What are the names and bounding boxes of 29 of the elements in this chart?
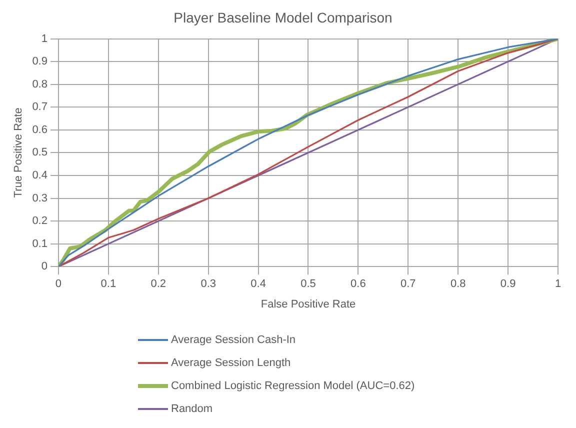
x-tick-label: 0.7 [400,278,416,290]
x-tick-label: 0.5 [300,278,316,290]
y-tick-label: 0 [41,260,48,273]
x-axis-title: False Positive Rate [260,298,356,310]
y-tick-label: 1 [41,32,48,45]
x-tick-label: 0.4 [250,278,266,290]
x-tick-label: 0.8 [450,278,466,290]
legend-label: Average Session Length [171,356,291,368]
x-tick-label: 0.1 [100,278,116,290]
legend-label: Average Session Cash-In [171,334,296,346]
y-tick-label: 0.3 [32,192,48,204]
y-tick-label: 0.4 [32,170,48,182]
x-tick-label: 1 [554,278,562,290]
chart-title: Player Baseline Model Comparison [174,9,392,26]
y-tick-label: 0.7 [32,101,48,114]
y-tick-label: 0.2 [32,215,48,228]
x-tick-label: 0.9 [500,278,516,290]
y-tick-label: 0.9 [32,56,48,68]
legend-label: Combined Logistic Regression Model (AUC=0.62) [171,380,415,392]
y-tick-label: 0.5 [32,146,48,159]
legend-label: Random [171,402,213,414]
y-tick-label: 0.1 [32,238,48,250]
y-tick-label: 0.8 [32,78,48,90]
y-tick-label: 0.6 [32,124,48,136]
y-axis-title: True Positive Rate [12,108,25,198]
x-tick-label: 0.6 [350,278,366,290]
x-tick-label: 0.3 [200,278,216,290]
x-tick-label: 0.2 [150,278,166,290]
x-tick-label: 0 [55,278,62,290]
